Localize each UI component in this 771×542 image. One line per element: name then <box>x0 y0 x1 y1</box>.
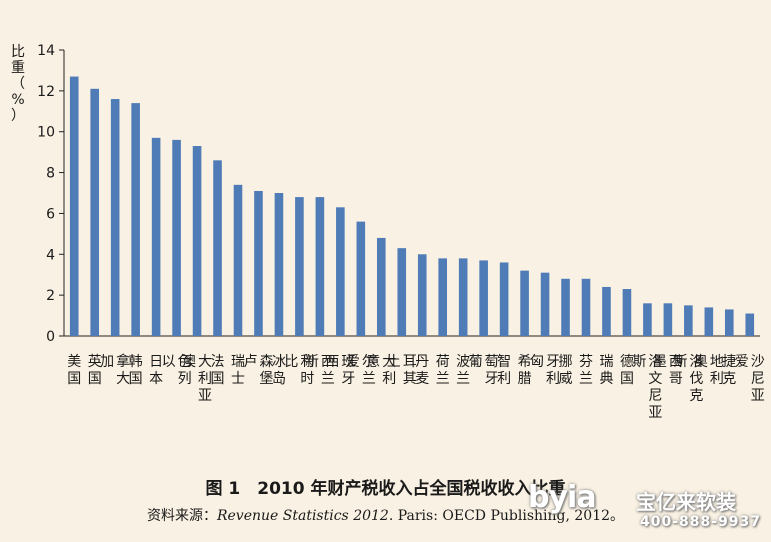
x-category-label: 以色列 <box>162 353 192 387</box>
x-category-label: 韩国 <box>129 354 143 387</box>
bar <box>69 76 79 337</box>
bar <box>417 254 427 336</box>
bar <box>540 272 550 336</box>
bar <box>684 305 693 336</box>
y-tick-label: 4 <box>46 247 55 263</box>
bar <box>90 88 100 336</box>
x-category-label: 比利时 <box>284 354 314 387</box>
x-category-label: 斯洛伐克 <box>673 354 703 404</box>
x-category-label: 芬兰 <box>579 354 593 387</box>
bar <box>458 258 468 336</box>
bar <box>315 197 325 336</box>
y-tick-label: 14 <box>37 43 55 59</box>
bar <box>643 303 652 336</box>
bar <box>499 262 509 336</box>
x-category-label: 澳大利亚 <box>182 354 212 404</box>
x-category-label: 法国 <box>211 354 225 387</box>
bar <box>356 221 366 336</box>
bar <box>376 237 386 336</box>
bar <box>561 278 570 336</box>
x-category-label: 新西兰 <box>305 354 335 387</box>
figure-caption: 图 1 2010 年财产税收入占全国税收收入比重 <box>205 479 566 499</box>
watermark-phone: 400-888-9937 <box>640 514 762 530</box>
source-title: Revenue Statistics 2012 <box>216 508 389 524</box>
bar <box>745 313 755 336</box>
x-category-label: 德国 <box>620 354 634 387</box>
x-category-label: 葡萄牙 <box>469 354 499 387</box>
bar <box>724 309 734 336</box>
source-rest: . Paris: OECD Publishing, 2012。 <box>388 508 625 524</box>
bar <box>622 289 632 336</box>
x-category-label: 希腊 <box>518 354 532 387</box>
bar <box>131 103 140 336</box>
bar <box>336 207 345 336</box>
x-category-label: 瑞典 <box>599 354 613 387</box>
x-category-label: 爱尔兰 <box>346 354 376 387</box>
bar <box>254 190 263 336</box>
watermark-name: 宝亿来软装 <box>636 490 736 514</box>
y-tick-label: 0 <box>46 329 55 345</box>
y-tick-label: 12 <box>37 84 55 100</box>
bar <box>520 270 529 336</box>
x-category-label: 波兰 <box>456 354 470 387</box>
x-category-label: 瑞士 <box>231 354 245 387</box>
x-category-label: 英国 <box>88 353 102 387</box>
bar <box>192 146 202 336</box>
x-category-label: 意大利 <box>366 353 396 387</box>
x-category-label: 土耳其 <box>387 354 417 387</box>
x-category-label: 奥地利 <box>694 353 724 387</box>
source-prefix: 资料来源： <box>146 508 217 524</box>
watermark-logo: byia 宝亿来软装 400-888-9937 <box>528 478 768 538</box>
bar <box>602 286 611 336</box>
x-category-label: 卢森堡 <box>243 354 273 387</box>
x-category-label: 荷兰 <box>436 354 450 387</box>
bar <box>110 99 120 337</box>
bar <box>274 193 284 336</box>
x-category-label: 捷克 <box>722 354 736 387</box>
bar <box>233 184 243 336</box>
y-tick-label: 10 <box>37 125 55 141</box>
bar <box>172 139 181 336</box>
y-tick-label: 6 <box>46 206 55 222</box>
x-category-label: 美国 <box>67 354 81 387</box>
x-category-label: 智利 <box>497 354 511 387</box>
bar <box>397 248 407 336</box>
x-category-label: 西班牙 <box>325 354 355 387</box>
x-category-label: 日本 <box>149 354 163 387</box>
x-category-label: 匈牙利 <box>530 354 560 387</box>
bar <box>663 303 673 336</box>
bar <box>213 160 222 336</box>
bar <box>704 307 714 336</box>
x-category-label: 丹麦 <box>415 354 429 387</box>
x-category-label: 墨西哥 <box>653 354 683 387</box>
y-tick-label: 8 <box>46 166 55 182</box>
source-note: 资料来源：Revenue Statistics 2012. Paris: OEC… <box>0 505 771 525</box>
x-category-label: 冰岛 <box>272 354 286 387</box>
bar <box>151 137 161 336</box>
bar <box>438 258 448 336</box>
y-axis-label: 比重（%） <box>11 44 25 124</box>
y-tick-label: 2 <box>46 288 55 304</box>
x-category-label: 爱沙尼亚 <box>735 354 765 404</box>
bar <box>479 260 488 336</box>
bar <box>581 278 591 336</box>
x-category-label: 斯洛文尼亚 <box>632 354 662 421</box>
x-category-label: 挪威 <box>559 354 573 387</box>
x-category-label: 加拿大 <box>100 353 130 387</box>
watermark-brand: byia <box>528 480 597 515</box>
bar <box>295 197 304 336</box>
